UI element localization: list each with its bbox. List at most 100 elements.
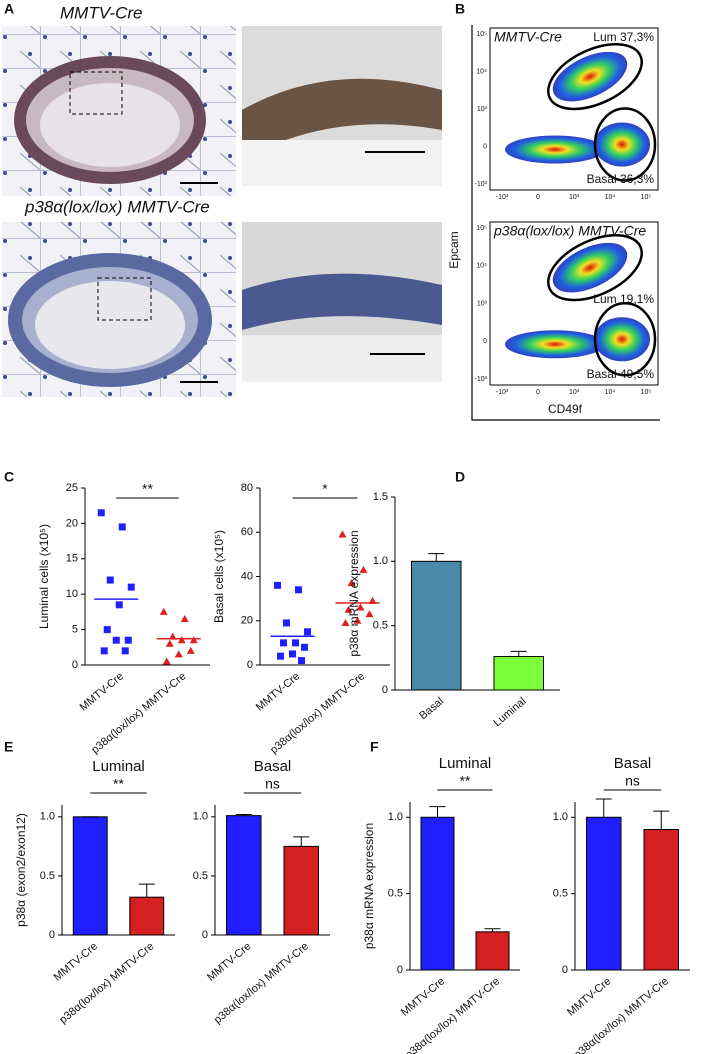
x-tick-label: 10³ xyxy=(569,194,580,201)
x-tick-label: p38α(lox/lox) MMTV-Cre xyxy=(403,975,502,1054)
data-point xyxy=(277,652,284,660)
y-tick-label: 0 xyxy=(483,143,487,150)
data-point xyxy=(274,581,281,589)
error-bar xyxy=(293,836,310,847)
y-tick-label: 1.0 xyxy=(40,811,55,823)
x-tick-label: 0 xyxy=(536,389,540,396)
y-tick-label: 1.0 xyxy=(373,555,388,567)
data-point xyxy=(165,639,174,647)
bar xyxy=(643,828,679,971)
y-tick-label: 0 xyxy=(382,684,388,696)
data-point xyxy=(189,636,198,644)
significance-label: ns xyxy=(625,773,640,789)
panel-label: F xyxy=(370,739,379,755)
flow-gate xyxy=(593,107,657,182)
y-tick-label: 0.5 xyxy=(553,888,568,900)
data-point xyxy=(338,530,347,538)
x-tick-label: MMTV-Cre xyxy=(565,975,613,1018)
bar xyxy=(129,896,165,936)
x-tick-label: MMTV-Cre xyxy=(254,670,302,713)
y-tick-label: 1.5 xyxy=(373,491,388,503)
x-tick-label: MMTV-Cre xyxy=(52,940,100,983)
bar xyxy=(72,816,108,936)
data-point xyxy=(121,647,129,655)
bar xyxy=(586,816,622,971)
micrograph-zoom xyxy=(242,222,442,382)
data-point xyxy=(106,576,114,584)
bar xyxy=(475,931,510,971)
significance-label: ** xyxy=(142,481,153,497)
error-bar xyxy=(138,883,155,898)
y-axis-label: p38α mRNA expression xyxy=(362,823,376,949)
chart-title: Basal xyxy=(614,755,652,772)
y-tick-label: 20 xyxy=(241,615,253,627)
y-tick-label: 1.0 xyxy=(388,811,403,823)
panel-label: E xyxy=(4,739,13,755)
x-tick-label: p38α(lox/lox) MMTV-Cre xyxy=(572,975,671,1054)
data-point xyxy=(103,626,111,634)
data-point xyxy=(347,579,356,587)
data-point xyxy=(359,565,368,573)
y-axis-label: Epcam xyxy=(447,231,461,268)
error-bar xyxy=(428,553,445,562)
y-tick-label: 0.5 xyxy=(193,870,208,882)
x-tick-label: Basal xyxy=(417,695,446,722)
flow-gate xyxy=(547,43,643,111)
flow-population xyxy=(594,317,650,362)
data-point xyxy=(186,646,195,654)
y-tick-label: 0 xyxy=(72,659,78,671)
data-point xyxy=(298,657,305,665)
significance-label: ns xyxy=(265,776,280,792)
significance-label: * xyxy=(322,481,328,497)
y-tick-label: 60 xyxy=(241,526,253,538)
gate-label: Basal 49,5% xyxy=(587,367,655,381)
y-tick-label: -10³ xyxy=(475,181,488,188)
y-axis-label: Luminal cells (x10⁵) xyxy=(37,524,51,629)
y-tick-label: 10 xyxy=(66,588,78,600)
micrograph-zoom xyxy=(242,26,442,186)
y-tick-label: 1.0 xyxy=(553,811,568,823)
micrograph xyxy=(2,222,236,397)
y-tick-label: 0 xyxy=(483,338,487,345)
data-point xyxy=(292,639,299,647)
panel-label: D xyxy=(455,469,465,485)
flow-population xyxy=(594,122,650,167)
y-tick-label: 0.5 xyxy=(388,888,403,900)
x-axis-label: CD49f xyxy=(548,402,583,416)
data-point xyxy=(115,601,123,609)
error-bar xyxy=(653,810,670,830)
y-tick-label: 0 xyxy=(49,929,55,941)
chart-title: Luminal xyxy=(92,758,145,775)
y-tick-label: 10³ xyxy=(477,300,488,307)
gate-label: Lum 19,1% xyxy=(593,292,654,306)
y-axis-label: p38α mRNA expression xyxy=(347,530,361,656)
y-tick-label: 10³ xyxy=(477,106,488,113)
data-point xyxy=(180,614,189,622)
flow-population xyxy=(552,51,628,102)
data-point xyxy=(100,647,108,655)
data-point xyxy=(295,586,302,594)
x-tick-label: p38α(lox/lox) MMTV-Cre xyxy=(212,940,311,1026)
y-tick-label: 20 xyxy=(66,517,78,529)
y-tick-label: -10³ xyxy=(475,376,488,383)
x-tick-label: 10³ xyxy=(569,389,580,396)
x-tick-label: 10⁴ xyxy=(605,194,616,201)
micrograph xyxy=(2,26,236,196)
panel-label: A xyxy=(4,1,14,17)
x-tick-label: 10⁵ xyxy=(641,389,652,396)
x-tick-label: Luminal xyxy=(491,695,528,729)
y-tick-label: 10⁵ xyxy=(476,225,487,232)
y-tick-label: 0 xyxy=(247,659,253,671)
gate-label: Basal 36,3% xyxy=(587,172,655,186)
data-point xyxy=(280,639,287,647)
y-tick-label: 0.5 xyxy=(373,620,388,632)
y-tick-label: 15 xyxy=(66,553,78,565)
x-tick-label: -10³ xyxy=(496,194,509,201)
gate-label: Lum 37,3% xyxy=(593,30,654,44)
data-point xyxy=(341,618,350,626)
y-tick-label: 1.0 xyxy=(193,811,208,823)
data-point xyxy=(174,650,183,658)
x-tick-label: MMTV-Cre xyxy=(399,975,447,1018)
y-tick-label: 10⁴ xyxy=(476,263,487,270)
error-bar xyxy=(484,928,501,932)
